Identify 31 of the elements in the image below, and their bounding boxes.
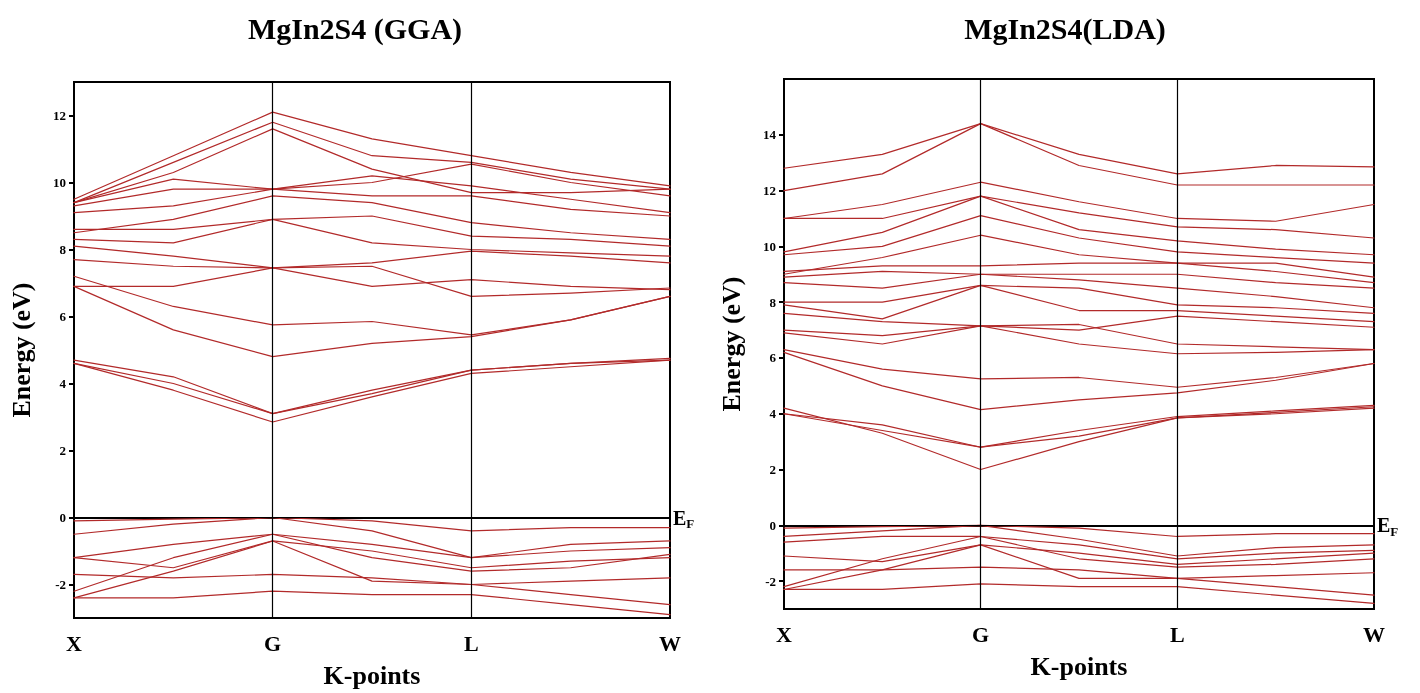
y-tick-label: -2 bbox=[55, 577, 66, 592]
y-tick-label: 8 bbox=[769, 294, 777, 310]
y-tick-label: -2 bbox=[765, 573, 776, 589]
chart-title: MgIn2S4(LDA) bbox=[964, 11, 1166, 46]
chart-title: MgIn2S4 (GGA) bbox=[247, 11, 463, 46]
x-tick-label: L bbox=[463, 630, 479, 656]
y-axis-title: Energy (eV) bbox=[6, 282, 36, 418]
y-axis-title: Energy (eV) bbox=[716, 276, 746, 412]
y-tick-label: 10 bbox=[763, 238, 776, 254]
y-tick-label: 4 bbox=[59, 376, 67, 391]
x-tick-label: W bbox=[1363, 621, 1385, 647]
x-tick-label: G bbox=[264, 630, 282, 656]
y-tick-label: 6 bbox=[769, 350, 777, 366]
x-tick-label: X bbox=[776, 621, 793, 647]
y-tick-label: 8 bbox=[59, 242, 67, 257]
y-tick-label: 2 bbox=[769, 462, 776, 478]
x-tick-label: W bbox=[659, 630, 681, 656]
y-tick-label: 0 bbox=[769, 517, 776, 533]
x-tick-label: L bbox=[1169, 621, 1185, 647]
y-tick-label: 6 bbox=[59, 309, 67, 324]
y-tick-label: 14 bbox=[763, 127, 777, 143]
y-tick-label: 12 bbox=[763, 183, 776, 199]
y-tick-label: 10 bbox=[53, 175, 66, 190]
x-tick-label: X bbox=[66, 630, 83, 656]
x-tick-label: G bbox=[972, 621, 990, 647]
y-tick-label: 2 bbox=[59, 443, 66, 458]
y-tick-label: 0 bbox=[59, 510, 66, 525]
x-axis-title: K-points bbox=[1030, 651, 1128, 681]
y-tick-label: 4 bbox=[769, 406, 777, 422]
y-tick-label: 12 bbox=[53, 108, 66, 123]
x-axis-title: K-points bbox=[323, 660, 421, 690]
